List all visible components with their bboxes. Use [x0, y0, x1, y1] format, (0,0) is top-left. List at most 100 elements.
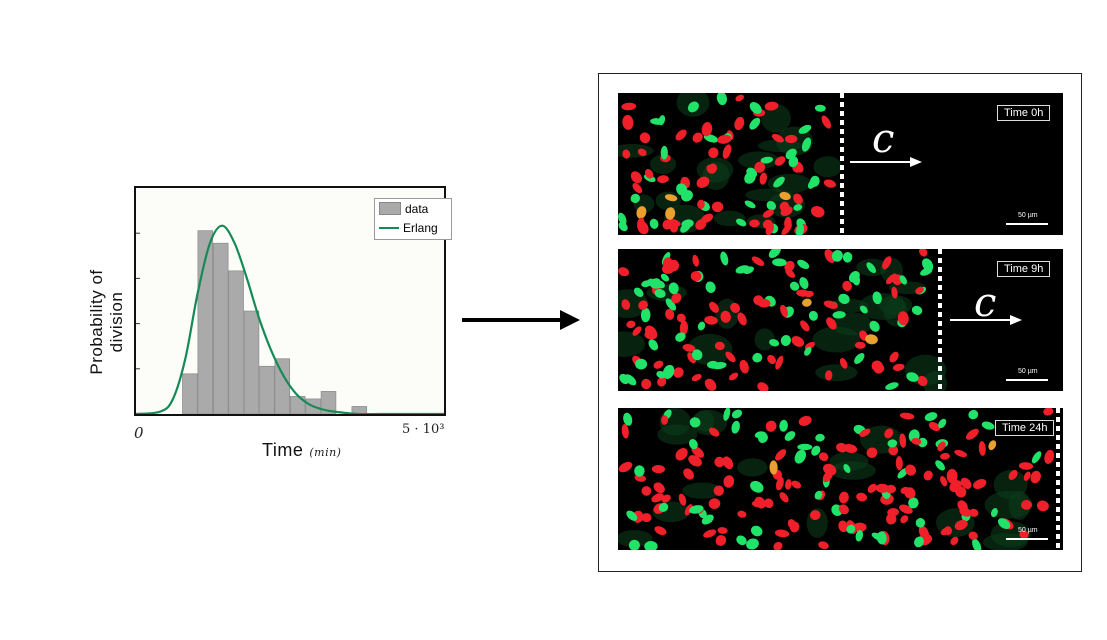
front-line-9h — [938, 249, 942, 391]
cell-nucleus — [919, 249, 928, 257]
cell-nucleus — [618, 461, 633, 473]
cell-nucleus — [798, 124, 812, 134]
cell-nucleus — [990, 508, 998, 518]
cell-nucleus — [735, 265, 750, 274]
microscopy-panel-0h: c Time 0h 50 µm — [618, 93, 1063, 235]
cell-nucleus — [905, 464, 917, 476]
cell-nucleus — [810, 510, 821, 521]
cell-nucleus — [771, 133, 784, 143]
cell-nucleus — [869, 320, 880, 332]
cell-nucleus — [888, 445, 899, 456]
cell-nucleus — [968, 409, 979, 420]
legend-item-data: data — [375, 199, 451, 218]
cell-nucleus — [757, 298, 771, 308]
histogram-bar — [212, 242, 229, 415]
cell-nucleus — [637, 148, 647, 157]
cell-nucleus — [852, 522, 867, 533]
cell-nucleus — [897, 311, 909, 326]
cell-nucleus — [749, 117, 761, 130]
time-badge-0h: Time 0h — [997, 105, 1051, 121]
cytoplasm-haze — [618, 530, 653, 547]
cell-nucleus — [815, 433, 825, 442]
cell-nucleus — [950, 536, 959, 546]
cell-nucleus — [687, 101, 699, 113]
cell-nucleus — [751, 256, 765, 267]
cell-nucleus — [749, 219, 760, 228]
cell-nucleus — [818, 541, 829, 550]
cell-nucleus — [911, 438, 922, 445]
cell-nucleus — [814, 490, 823, 500]
cell-nucleus — [619, 373, 630, 385]
cell-nucleus — [871, 532, 886, 542]
cell-nucleus — [775, 355, 784, 370]
cell-nucleus — [630, 171, 643, 184]
cell-nucleus — [678, 493, 687, 506]
cell-nucleus — [781, 223, 792, 235]
histogram-bar — [274, 358, 291, 415]
cell-nucleus — [764, 101, 779, 111]
cell-nucleus — [730, 302, 741, 313]
front-line-24h — [1056, 408, 1060, 550]
cell-nucleus — [1043, 408, 1054, 416]
cell-nucleus — [650, 278, 661, 289]
cell-nucleus — [836, 442, 848, 453]
cell-nucleus — [720, 251, 729, 266]
cell-nucleus — [759, 172, 767, 185]
cell-nucleus — [689, 505, 704, 514]
cell-nucleus — [644, 330, 658, 340]
cell-nucleus — [765, 420, 777, 432]
cell-field-0h — [618, 93, 842, 235]
cell-nucleus — [780, 304, 788, 318]
cell-nucleus — [769, 460, 778, 475]
cell-nucleus — [794, 449, 807, 464]
time-badge-24h: Time 24h — [995, 420, 1055, 436]
cell-nucleus — [709, 301, 719, 313]
cell-nucleus — [621, 299, 631, 310]
cell-nucleus — [923, 470, 933, 481]
cell-nucleus — [954, 519, 968, 531]
cell-nucleus — [675, 129, 687, 141]
cell-nucleus — [838, 520, 849, 533]
cytoplasm-haze — [737, 458, 768, 477]
cell-nucleus — [662, 219, 673, 230]
cell-nucleus — [904, 487, 916, 499]
cell-nucleus — [838, 491, 849, 504]
cell-nucleus — [638, 300, 648, 311]
cell-nucleus — [657, 376, 667, 387]
cell-nucleus — [823, 300, 838, 309]
front-line-0h — [840, 93, 844, 235]
cell-nucleus — [839, 358, 848, 369]
cell-nucleus — [768, 249, 781, 259]
cell-nucleus — [779, 419, 788, 432]
cell-nucleus — [650, 118, 665, 125]
cell-nucleus — [823, 179, 836, 188]
cell-nucleus — [762, 209, 774, 218]
cell-nucleus — [644, 168, 654, 179]
cell-nucleus — [656, 371, 666, 379]
scale-label-0h: 50 µm — [1018, 212, 1038, 219]
cell-nucleus — [676, 183, 688, 196]
cell-nucleus — [717, 527, 728, 534]
cell-nucleus — [810, 206, 825, 218]
cell-nucleus — [662, 257, 674, 272]
cell-nucleus — [752, 352, 763, 363]
cell-nucleus — [937, 441, 946, 452]
cell-nucleus — [1021, 499, 1032, 510]
cell-nucleus — [968, 531, 978, 540]
cell-nucleus — [680, 222, 691, 233]
cell-nucleus — [859, 428, 871, 437]
cell-nucleus — [872, 291, 882, 305]
x-tick-start: 0 — [134, 424, 144, 442]
cell-nucleus — [723, 475, 735, 488]
cell-nucleus — [636, 206, 647, 219]
histogram-bar — [228, 270, 244, 415]
cell-nucleus — [676, 313, 686, 323]
cell-nucleus — [969, 508, 979, 517]
cell-nucleus — [886, 273, 897, 285]
cell-nucleus — [946, 468, 958, 484]
cell-nucleus — [750, 480, 764, 493]
y-axis-label: Probability of division — [72, 250, 132, 380]
cell-nucleus — [889, 351, 899, 363]
cell-field-24h — [618, 408, 1055, 550]
cell-nucleus — [899, 433, 907, 448]
